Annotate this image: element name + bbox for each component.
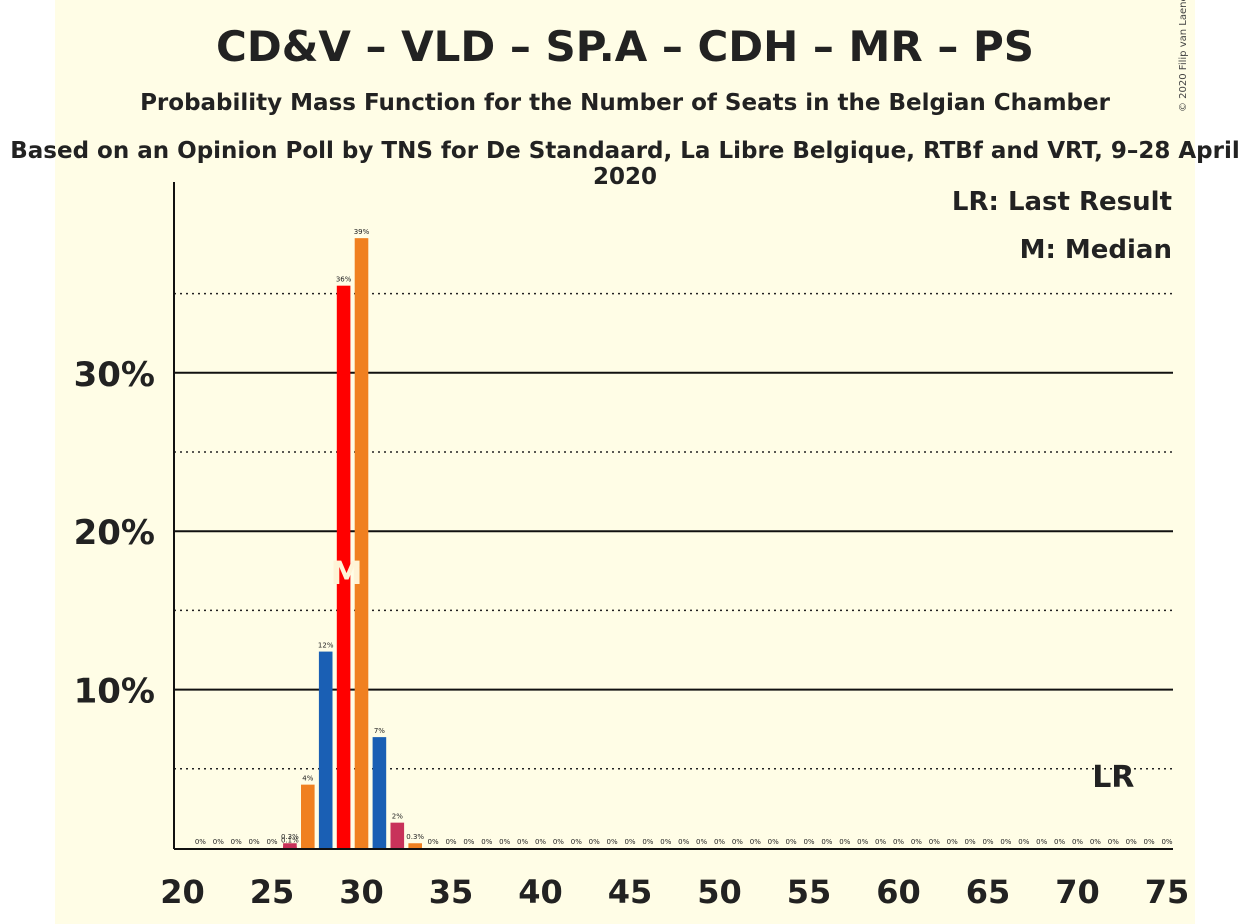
bar-value-label: 0%: [642, 838, 653, 846]
bar-value-label: 0.3%: [281, 833, 299, 841]
x-tick-label: 20: [160, 873, 205, 911]
bar-value-label: 0%: [445, 838, 456, 846]
bars: [283, 238, 422, 848]
bar-value-label: 0%: [821, 838, 832, 846]
bar: [354, 238, 369, 848]
x-tick-label: 70: [1055, 873, 1100, 911]
bar-value-label: 0%: [732, 838, 743, 846]
bar-value-label: 36%: [336, 276, 352, 284]
x-tick-label: 75: [1145, 873, 1190, 911]
x-tick-label: 30: [339, 873, 384, 911]
bar-value-label: 0%: [231, 838, 242, 846]
bar: [408, 843, 422, 848]
bar-labels: 0% 0% 0% 0% 0% 0.1%0.3%4%12%36%39%7%2%0.3%0% 0…: [195, 228, 1173, 846]
bar-value-label: 0%: [1054, 838, 1065, 846]
x-tick-label: 55: [787, 873, 832, 911]
x-tick-label: 35: [429, 873, 474, 911]
y-tick-label: 10%: [74, 672, 155, 712]
legend-median: M: Median: [1020, 235, 1172, 265]
legend-last-result: LR: Last Result: [952, 187, 1172, 217]
bar-value-label: 0%: [195, 838, 206, 846]
chart-subtitle: Probability Mass Function for the Number…: [140, 90, 1110, 116]
bar-value-label: 0%: [553, 838, 564, 846]
bar: [283, 843, 297, 848]
last-result-marker: LR: [1092, 760, 1134, 795]
bar-value-label: 0%: [696, 838, 707, 846]
bar-value-label: 0%: [750, 838, 761, 846]
bar-value-label: 0%: [875, 838, 886, 846]
bar-value-label: 0%: [929, 838, 940, 846]
bar-value-label: 4%: [302, 775, 313, 783]
bar-value-label: 0%: [803, 838, 814, 846]
bar-value-label: 0%: [1161, 838, 1172, 846]
bar-value-label: 0%: [499, 838, 510, 846]
chart-title: CD&V – VLD – SP.A – CDH – MR – PS: [216, 22, 1034, 71]
bar-value-label: 0%: [1108, 838, 1119, 846]
bar-value-label: 0%: [481, 838, 492, 846]
bar: [318, 651, 333, 848]
axes: 10% 20% 30% 20 25 30 35 40 45 50 55 60 65 70 75: [74, 182, 1190, 911]
bar-value-label: 0%: [589, 838, 600, 846]
bar-value-label: 0%: [911, 838, 922, 846]
bar-value-label: 0%: [249, 838, 260, 846]
bar-value-label: 0%: [607, 838, 618, 846]
bar: [390, 822, 405, 848]
bar-value-label: 0%: [965, 838, 976, 846]
x-tick-label: 40: [518, 873, 563, 911]
bar-value-label: 0%: [714, 838, 725, 846]
x-tick-label: 60: [876, 873, 921, 911]
bar-value-label: 0%: [213, 838, 224, 846]
bar-value-label: 0%: [463, 838, 474, 846]
bar-value-label: 0%: [1000, 838, 1011, 846]
chart-source: Based on an Opinion Poll by TNS for De S…: [10, 138, 1240, 190]
markers: M LR: [331, 554, 1135, 795]
bar: [372, 737, 387, 848]
bar-value-label: 12%: [318, 642, 334, 650]
bar-value-label: 7%: [374, 727, 385, 735]
bar-value-label: 0%: [517, 838, 528, 846]
bar-value-label: 0%: [982, 838, 993, 846]
x-tick-label: 25: [250, 873, 295, 911]
x-tick-label: 65: [966, 873, 1011, 911]
x-tick-label: 45: [608, 873, 653, 911]
bar-value-label: 0%: [624, 838, 635, 846]
bar-value-label: 0.3%: [406, 833, 424, 841]
bar-value-label: 0%: [768, 838, 779, 846]
bar-value-label: 0%: [1072, 838, 1083, 846]
bar: [336, 285, 351, 848]
bar-value-label: 0%: [1090, 838, 1101, 846]
bar-value-label: 39%: [354, 228, 370, 236]
bar-value-label: 0%: [1018, 838, 1029, 846]
bar-value-label: 0.1%: [281, 836, 299, 844]
bar-value-label: 0%: [428, 838, 439, 846]
median-marker: M: [331, 554, 363, 592]
bar-value-label: 0%: [1126, 838, 1137, 846]
bar-value-label: 0%: [786, 838, 797, 846]
x-tick-label: 50: [697, 873, 742, 911]
bar-value-label: 0%: [571, 838, 582, 846]
bar-value-label: 0%: [535, 838, 546, 846]
bar: [301, 784, 315, 848]
y-tick-label: 20%: [74, 513, 155, 553]
bar-value-label: 0%: [1144, 838, 1155, 846]
bar-value-label: 0%: [660, 838, 671, 846]
bar-value-label: 0%: [1036, 838, 1047, 846]
bar-value-label: 0%: [893, 838, 904, 846]
bar-value-label: 0%: [678, 838, 689, 846]
chart-background: [55, 0, 1195, 924]
bar-value-label: 0%: [266, 838, 277, 846]
bar-value-label: 2%: [392, 813, 403, 821]
bar-value-label: 0%: [947, 838, 958, 846]
bar-value-label: 0%: [857, 838, 868, 846]
bar-value-label: 0%: [839, 838, 850, 846]
y-tick-label: 30%: [74, 355, 155, 395]
